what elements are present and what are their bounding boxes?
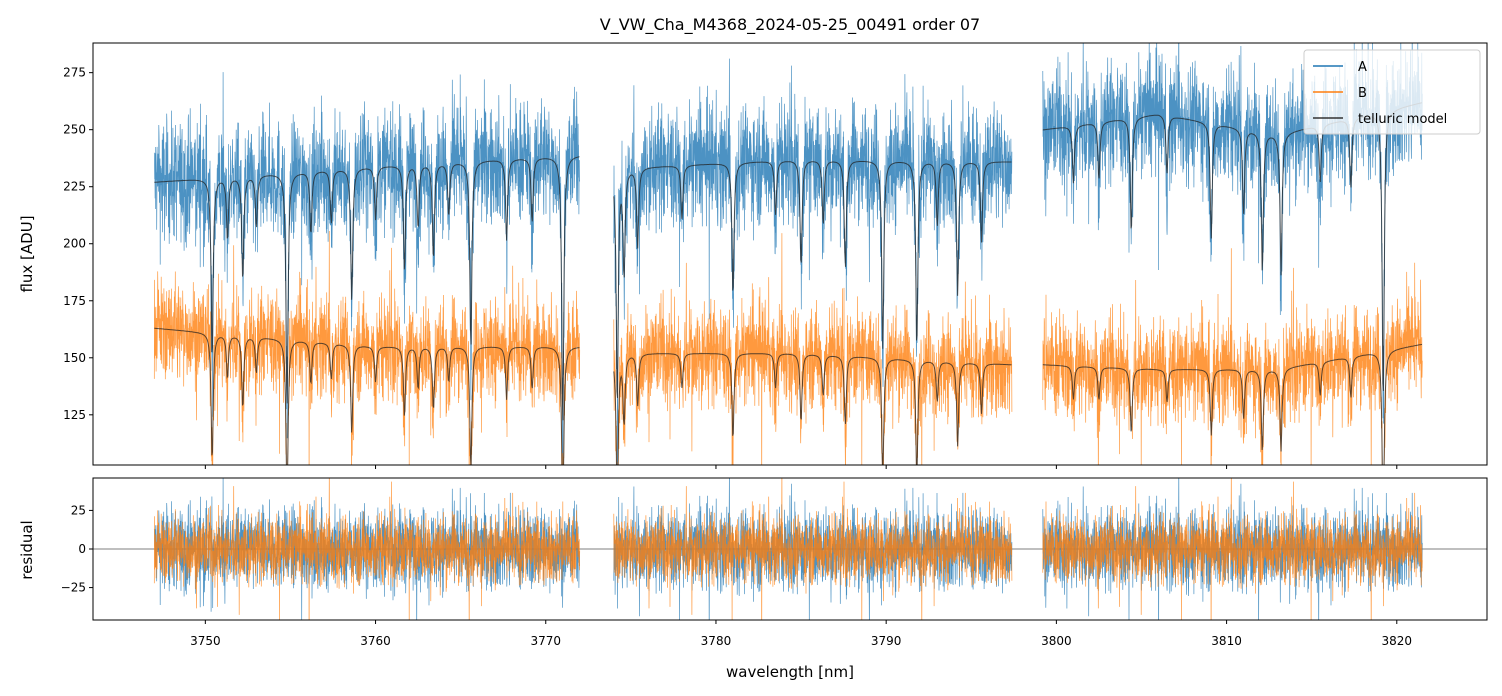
legend-label-a: A [1358, 60, 1367, 75]
y-tick-label: 150 [63, 351, 86, 365]
x-tick-label: 3780 [701, 634, 732, 648]
telluric-model-line-2 [1042, 343, 1423, 465]
y-tick-label: 175 [63, 294, 86, 308]
x-tick-label: 3800 [1041, 634, 1072, 648]
y-tick-label: 250 [63, 123, 86, 137]
telluric-model-line-1 [613, 161, 1012, 398]
x-tick-label: 3820 [1382, 634, 1413, 648]
telluric-model-line-1 [613, 353, 1012, 465]
legend-label-telluric: telluric model [1358, 112, 1447, 127]
series-b-residual-segment-1 [613, 478, 1013, 620]
series-b-flux-segment-2 [1042, 248, 1423, 465]
x-axis-label: wavelength [nm] [726, 663, 854, 681]
y-tick-label: −25 [61, 581, 86, 595]
legend: A B telluric model [1303, 49, 1481, 135]
x-tick-label: 3790 [871, 634, 902, 648]
y-tick-label: 225 [63, 180, 86, 194]
legend-label-b: B [1358, 86, 1367, 101]
y-tick-label: 25 [71, 503, 86, 517]
y-tick-label: 275 [63, 66, 86, 80]
series-b-residual-segment-2 [1042, 478, 1423, 620]
series-b-flux-segment-0 [153, 230, 581, 465]
residual-panel-plot [93, 478, 1487, 620]
telluric-model-line-0 [154, 156, 580, 421]
x-tick-label: 3750 [190, 634, 221, 648]
series-b-flux-segment-1 [613, 233, 1013, 465]
chart-title: V_VW_Cha_M4368_2024-05-25_00491 order 07 [600, 15, 980, 35]
series-b-residual-segment-0 [153, 478, 581, 620]
x-tick-label: 3770 [530, 634, 561, 648]
flux-panel-plot [153, 43, 1423, 465]
y-tick-label: 0 [78, 542, 86, 556]
series-a-flux-segment-1 [613, 58, 1013, 465]
series-a-flux-segment-0 [153, 72, 581, 465]
y-tick-label: 125 [63, 408, 86, 422]
telluric-model-line-0 [154, 327, 580, 465]
y-axis-label-flux: flux [ADU] [18, 215, 36, 292]
x-tick-label: 3760 [360, 634, 391, 648]
y-axis-label-residual: residual [18, 520, 36, 579]
y-tick-label: 200 [63, 237, 86, 251]
x-tick-label: 3810 [1211, 634, 1242, 648]
axes-frame-flux [92, 42, 1488, 466]
